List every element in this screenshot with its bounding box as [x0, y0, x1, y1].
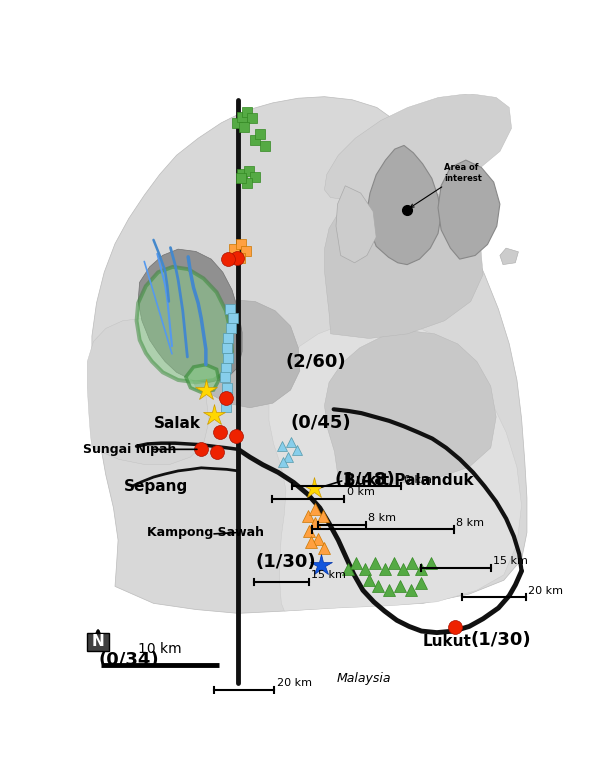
Polygon shape — [137, 267, 232, 382]
Text: (1/30): (1/30) — [255, 553, 316, 571]
Text: (2/60): (2/60) — [286, 353, 347, 370]
Text: Kampong Sawah: Kampong Sawah — [148, 526, 265, 539]
Polygon shape — [269, 320, 521, 611]
Text: Lukut: Lukut — [423, 634, 472, 649]
Text: 15 km: 15 km — [493, 556, 528, 566]
Text: (0/34): (0/34) — [98, 651, 158, 668]
Polygon shape — [188, 300, 300, 408]
Polygon shape — [87, 318, 209, 465]
Polygon shape — [325, 331, 496, 484]
Text: N: N — [92, 634, 104, 649]
Text: 0 km: 0 km — [347, 487, 374, 497]
Text: 20 km: 20 km — [529, 586, 563, 596]
Polygon shape — [325, 94, 512, 203]
Polygon shape — [186, 364, 219, 392]
Text: (1/48): (1/48) — [334, 471, 395, 489]
Text: (0/45): (0/45) — [290, 414, 351, 432]
Text: 8 km: 8 km — [368, 513, 397, 523]
Text: Sungai Nipah: Sungai Nipah — [83, 443, 176, 456]
Polygon shape — [325, 184, 483, 339]
Text: 0 km: 0 km — [404, 475, 431, 484]
Text: Sepang: Sepang — [124, 479, 188, 494]
FancyBboxPatch shape — [87, 633, 109, 651]
Polygon shape — [138, 249, 242, 382]
Text: Salak: Salak — [154, 416, 200, 431]
Text: (1/30): (1/30) — [471, 631, 532, 649]
Polygon shape — [92, 97, 527, 613]
Text: 8 km: 8 km — [456, 518, 484, 528]
Text: 15 km: 15 km — [311, 570, 346, 580]
Text: 10 km: 10 km — [138, 642, 181, 656]
Text: 20 km: 20 km — [277, 678, 312, 688]
Text: Bukit Palanduk: Bukit Palanduk — [344, 473, 474, 488]
Text: Malaysia: Malaysia — [337, 672, 391, 686]
